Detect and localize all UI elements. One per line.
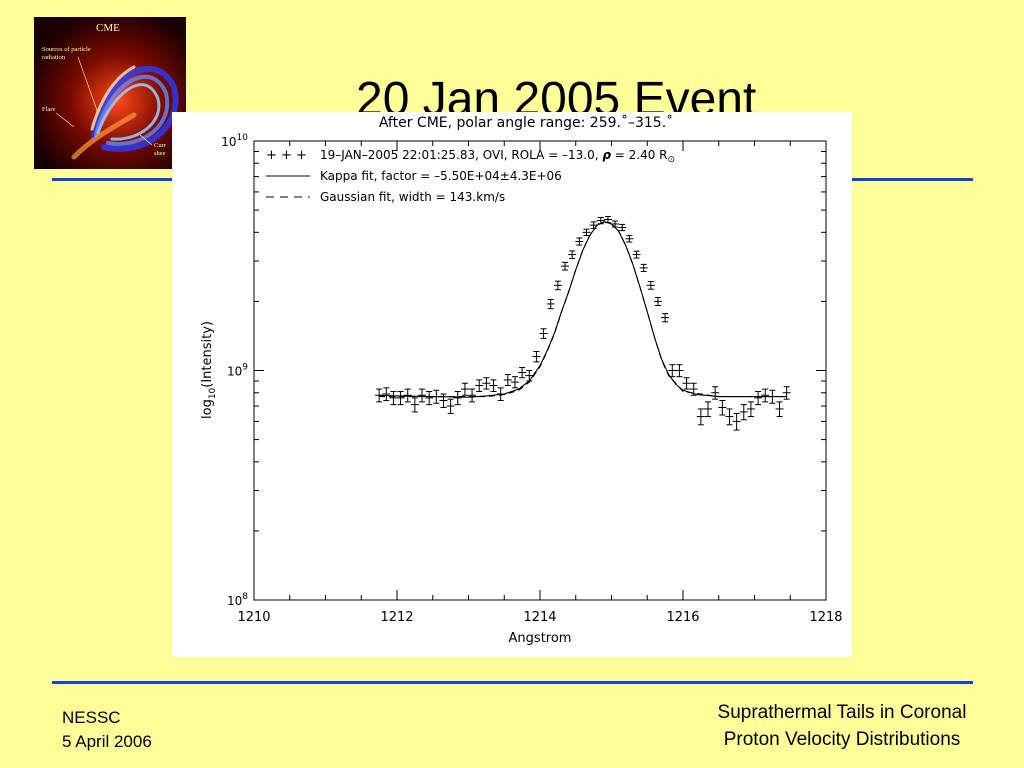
y-tick-label: 108: [227, 592, 248, 608]
data-point: [532, 351, 541, 363]
intensity-chart: After CME, polar angle range: 259.˚–315.…: [200, 114, 843, 646]
logo-label-sources: Sources of particle: [42, 46, 91, 53]
data-point: [782, 386, 791, 400]
data-point: [460, 382, 469, 396]
data-point: [418, 388, 427, 403]
legend-symbol-plus: + + +: [266, 148, 307, 163]
data-point: [682, 377, 691, 390]
data-point: [653, 297, 662, 306]
data-point: [568, 250, 577, 259]
data-point: [704, 401, 713, 418]
legend-entry-3: Gaussian fit, width = 143.km/s: [320, 190, 505, 204]
data-point: [618, 223, 627, 232]
logo-label-radiation: radiation: [42, 54, 66, 61]
data-point: [468, 388, 477, 403]
data-point: [510, 376, 519, 389]
data-point: [632, 250, 641, 259]
data-point: [475, 379, 484, 393]
data-point: [732, 412, 741, 431]
cme-illustration: CME Sources of particle radiation Flare …: [34, 17, 186, 169]
data-point: [611, 220, 620, 228]
legend: + + + 19–JAN–2005 22:01:25.83, OVI, ROLA …: [266, 148, 675, 204]
footer-talk-title-line1: Suprathermal Tails in Coronal: [717, 702, 967, 723]
x-axis-label: Angstrom: [509, 631, 572, 646]
data-point: [453, 391, 462, 406]
data-point: [582, 228, 591, 237]
chart-title: After CME, polar angle range: 259.˚–315.…: [379, 114, 673, 131]
footer-talk-title-line2: Proton Velocity Distributions: [723, 729, 961, 750]
bottom-divider: [52, 681, 973, 684]
data-point: [646, 281, 655, 290]
data-point: [432, 389, 441, 404]
y-tick-label: 109: [227, 363, 248, 379]
data-point: [525, 370, 534, 382]
data-point: [575, 237, 584, 246]
data-point: [739, 404, 748, 421]
data-point: [410, 397, 419, 413]
kappa-fit-line: [379, 221, 787, 398]
logo-title: CME: [96, 22, 120, 34]
data-point: [661, 313, 670, 323]
data-point: [403, 388, 412, 403]
data-point: [589, 221, 598, 229]
x-tick-label: 1210: [237, 610, 270, 625]
data-point: [518, 367, 527, 379]
data-point: [768, 389, 777, 404]
data-point: [689, 382, 698, 396]
footer-right: Suprathermal Tails in Coronal Proton Vel…: [672, 699, 1012, 753]
legend-entry-1: 19–JAN–2005 22:01:25.83, OVI, ROLA = –13…: [320, 148, 675, 165]
logo-label-sheet: shee: [154, 150, 166, 157]
data-point: [553, 280, 562, 291]
data-point: [382, 387, 391, 402]
footer-organization: NESSC: [62, 708, 121, 727]
data-point: [561, 261, 570, 271]
data-point: [425, 391, 434, 406]
gaussian-fit-line: [379, 221, 787, 398]
data-point: [396, 391, 405, 406]
data-point: [754, 391, 763, 406]
x-tick-label: 1216: [666, 610, 699, 625]
data-point: [603, 215, 612, 224]
data-point: [375, 388, 384, 403]
footer-left: NESSC 5 April 2006: [62, 706, 152, 754]
data-point: [668, 364, 677, 378]
data-point: [725, 408, 734, 426]
plot-frame: [253, 140, 827, 601]
data-point: [446, 398, 455, 414]
data-point: [696, 408, 705, 426]
footer-date: 5 April 2006: [62, 732, 152, 751]
y-tick-label: 1010: [221, 133, 248, 149]
cme-logo-image: CME Sources of particle radiation Flare …: [34, 17, 186, 169]
y-axis-label: log10(Intensity): [200, 321, 218, 419]
data-point: [482, 377, 491, 390]
data-point: [496, 387, 505, 402]
data-point: [625, 235, 634, 243]
data-point: [711, 386, 720, 400]
x-tick-label: 1212: [380, 610, 413, 625]
data-point: [761, 388, 770, 403]
data-point: [775, 401, 784, 418]
logo-label-current: Curr: [154, 142, 167, 149]
data-point: [675, 364, 684, 378]
legend-entry-2: Kappa fit, factor = –5.50E+04±4.3E+06: [320, 169, 562, 183]
data-point: [746, 401, 755, 418]
data-point: [489, 379, 498, 393]
x-tick-label: 1218: [809, 610, 842, 625]
data-point: [439, 393, 448, 408]
data-point: [639, 263, 648, 273]
data-point: [503, 374, 512, 387]
plot-panel: After CME, polar angle range: 259.˚–315.…: [172, 112, 852, 657]
data-point: [539, 328, 548, 339]
data-point: [596, 217, 605, 225]
data-point: [546, 298, 555, 310]
data-point: [389, 391, 398, 406]
data-point: [718, 400, 727, 416]
x-tick-label: 1214: [523, 610, 556, 625]
logo-label-flare: Flare: [42, 106, 55, 113]
